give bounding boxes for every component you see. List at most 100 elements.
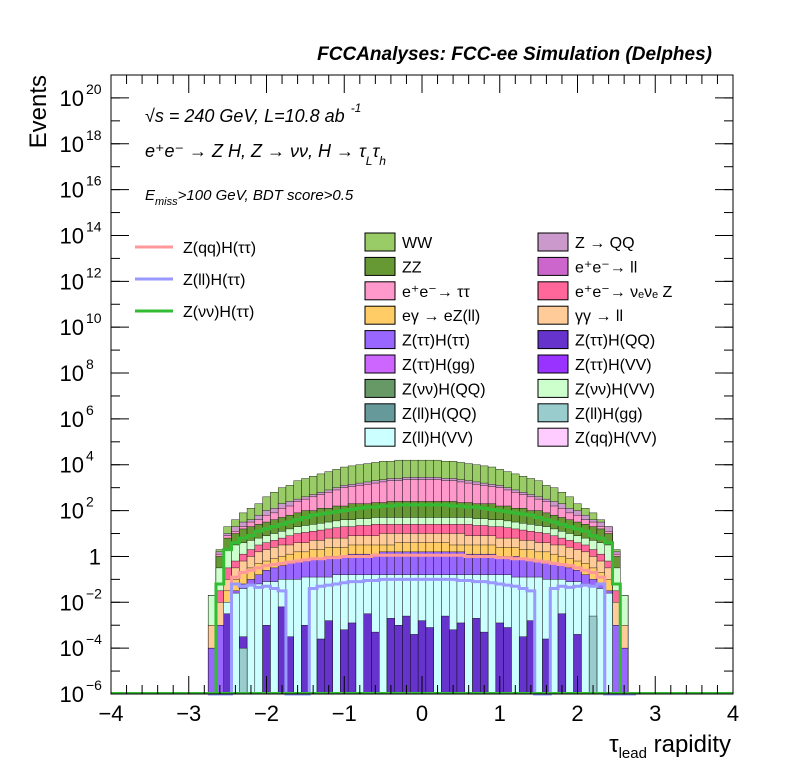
- legend-box-swatch: [364, 330, 396, 350]
- bin-bar: [324, 620, 333, 695]
- y-tick-exponent: 6: [86, 402, 94, 418]
- signal-histograms: [111, 503, 733, 696]
- y-tick-label: 10: [60, 86, 84, 111]
- y-tick-exponent: 18: [86, 127, 102, 143]
- legend-bkg-entry: Z(ττ)H(QQ): [537, 330, 655, 350]
- bin-bar: [246, 586, 256, 695]
- legend-bkg-label: Z(qq)H(VV): [575, 430, 657, 447]
- legend-bkg-label: Z(ττ)H(ττ): [402, 333, 470, 350]
- legend-box-swatch: [537, 232, 569, 252]
- x-tick-label: −2: [254, 701, 279, 726]
- y-tick-exponent: 2: [86, 494, 94, 510]
- legend-bkg-label: Z(ll)H(gg): [575, 406, 643, 423]
- legend-bkg-entry: e⁺e⁻→ ll: [537, 256, 637, 276]
- svg-text:Emiss>100 GeV, BDT score>0.5: Emiss>100 GeV, BDT score>0.5: [145, 187, 354, 208]
- legend-bkg-entry: Z(νν)H(QQ): [364, 378, 486, 398]
- legend-bkg-label: Z(ττ)H(gg): [402, 357, 475, 374]
- legend-box-swatch: [364, 403, 396, 423]
- legend-bkg-label: Z(ll)H(VV): [402, 430, 473, 447]
- y-tick-exponent: 20: [86, 81, 102, 97]
- bin-bar: [239, 647, 248, 695]
- bin-bar: [386, 618, 395, 695]
- bin-bar: [270, 581, 279, 695]
- legend-background: WW Z → QQ ZZ e⁺e⁻→ ll e⁺e⁻→ ττ e⁺e⁻→ νₑνₑ Z eγ…: [364, 232, 672, 447]
- legend-bkg-label: Z(ll)H(QQ): [402, 406, 477, 423]
- legend-box-swatch: [537, 354, 569, 374]
- legend-box-swatch: [364, 378, 396, 398]
- y-tick-label: 10: [60, 178, 84, 203]
- bin-bar: [347, 622, 357, 695]
- y-tick-label: 10: [60, 590, 84, 615]
- annotation-process: e⁺e⁻ → Z H, Z → νν, H → τLτh: [145, 141, 386, 168]
- bin-bar: [371, 631, 380, 695]
- y-tick-exponent: 14: [86, 218, 102, 234]
- legend-bkg-label: Z(ττ)H(QQ): [575, 333, 655, 350]
- x-tick-label: −1: [332, 701, 357, 726]
- annotation-selection: Emiss>100 GeV, BDT score>0.5: [145, 187, 354, 208]
- bin-bar: [379, 574, 388, 695]
- legend-bkg-label: Z(νν)H(QQ): [402, 381, 486, 398]
- bin-bar: [410, 634, 419, 695]
- legend-box-swatch: [364, 256, 396, 276]
- legend-bkg-label: γγ → ll: [575, 308, 623, 325]
- y-tick-label: 10: [60, 315, 84, 340]
- signal-line-0: [208, 503, 636, 696]
- chart-title: FCCAnalyses: FCC-ee Simulation (Delphes): [317, 44, 712, 65]
- legend-box-swatch: [364, 305, 396, 325]
- bin-bar: [254, 583, 263, 695]
- legend-signal-entry: Z(νν)H(ττ): [135, 304, 254, 321]
- legend-signal-label: Z(ll)H(ττ): [183, 272, 245, 289]
- legend-bkg-entry: Z(ττ)H(gg): [364, 354, 475, 374]
- legend-bkg-entry: γγ → ll: [537, 305, 623, 325]
- y-axis-label: Events: [25, 75, 52, 148]
- legend-bkg-entry: WW: [364, 232, 433, 252]
- legend-signal-label: Z(νν)H(ττ): [183, 304, 254, 321]
- x-tick-label: 0: [416, 701, 428, 726]
- legend-bkg-entry: Z(ττ)H(VV): [537, 354, 652, 374]
- y-tick-exponent: −2: [86, 585, 102, 601]
- bin-bar: [402, 615, 411, 695]
- svg-text:√s = 240 GeV, L=10.8 ab-1: √s = 240 GeV, L=10.8 ab -1: [145, 101, 361, 126]
- legend-bkg-label: WW: [402, 235, 433, 252]
- layer-10: [223, 606, 598, 695]
- legend-bkg-entry: Z(qq)H(VV): [537, 427, 657, 447]
- y-tick-label: 1: [89, 544, 101, 569]
- bin-bar: [511, 576, 520, 695]
- x-tick-label: 3: [649, 701, 661, 726]
- legend-bkg-label: e⁺e⁻→ νₑνₑ Z: [575, 284, 672, 301]
- bin-bar: [425, 627, 434, 695]
- y-tick-exponent: 12: [86, 264, 102, 280]
- legend-bkg-label: ZZ: [402, 259, 422, 276]
- legend-box-swatch: [537, 256, 569, 276]
- bin-bar: [449, 629, 458, 695]
- bin-bar: [293, 579, 302, 695]
- bin-bar: [565, 581, 574, 695]
- bin-bar: [355, 574, 364, 695]
- bin-bar: [332, 574, 341, 695]
- bin-bar: [316, 638, 326, 695]
- bin-bar: [581, 583, 590, 695]
- legend-box-swatch: [537, 378, 569, 398]
- y-tick-label: 10: [60, 636, 84, 661]
- legend-bkg-entry: Z(ll)H(VV): [364, 427, 473, 447]
- legend-bkg-entry: eγ → eZ(ll): [364, 305, 480, 325]
- y-tick-label: 10: [60, 682, 84, 707]
- y-tick-exponent: 10: [86, 310, 102, 326]
- x-tick-label: −3: [176, 701, 201, 726]
- y-tick-exponent: −6: [86, 677, 102, 693]
- legend-bkg-entry: ZZ: [364, 256, 422, 276]
- signal-line-2: [208, 577, 636, 696]
- x-tick-label: −4: [98, 701, 123, 726]
- x-axis-label: τlead rapidity: [609, 731, 731, 762]
- legend-bkg-label: e⁺e⁻→ ττ: [402, 284, 470, 301]
- legend-signal: Z(qq)H(ττ) Z(ll)H(ττ) Z(νν)H(ττ): [135, 240, 256, 321]
- bin-bar: [456, 622, 465, 695]
- legend-bkg-label: e⁺e⁻→ ll: [575, 259, 637, 276]
- legend-bkg-label: eγ → eZ(ll): [402, 308, 480, 325]
- bin-bar: [394, 625, 403, 695]
- legend-signal-entry: Z(qq)H(ττ): [135, 240, 256, 257]
- y-tick-label: 10: [60, 407, 84, 432]
- legend-bkg-entry: Z(ll)H(QQ): [364, 403, 477, 423]
